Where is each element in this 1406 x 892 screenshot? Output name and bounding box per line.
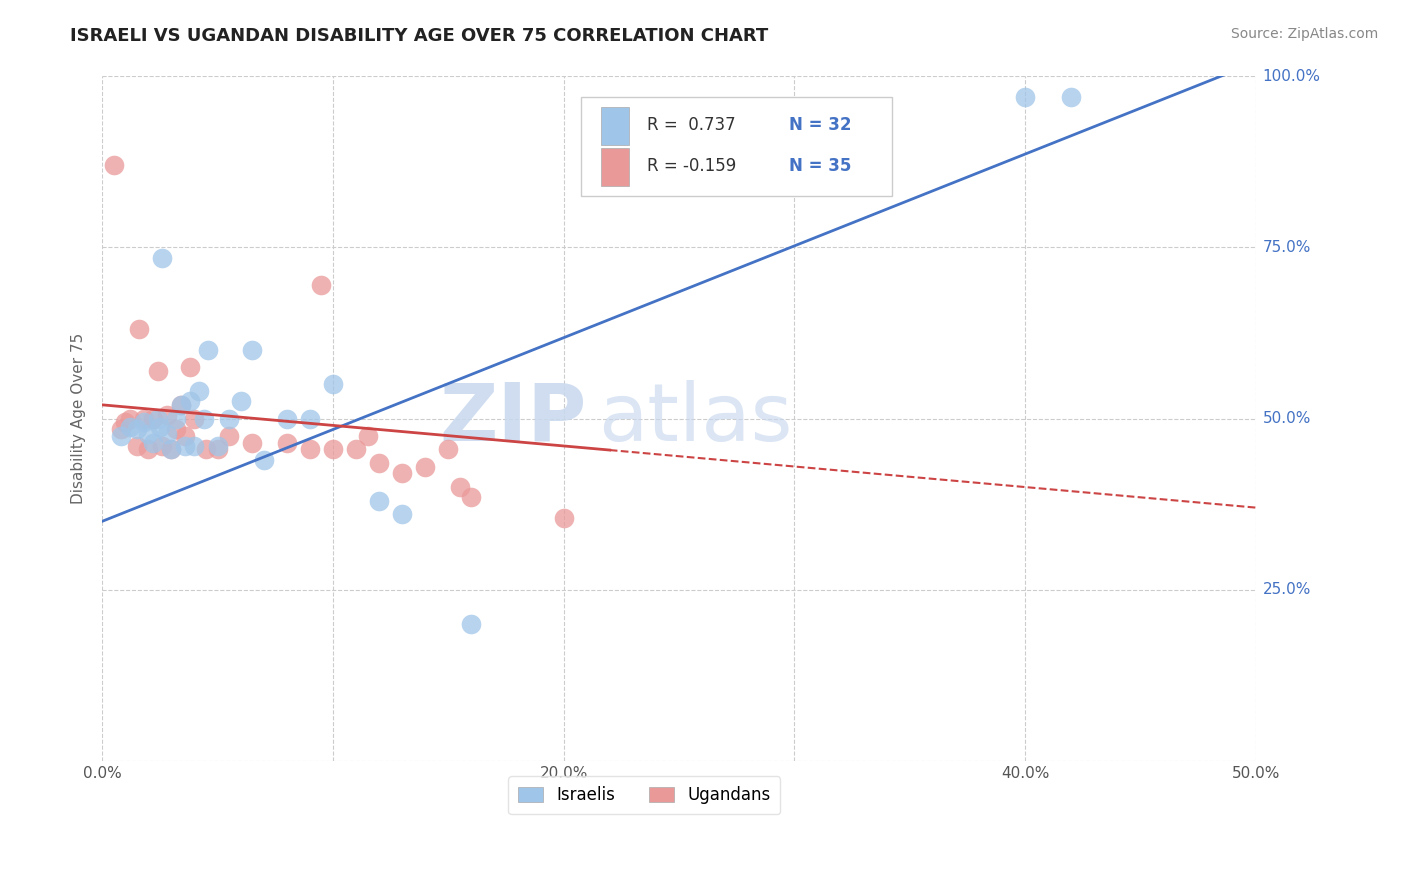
Point <box>160 442 183 457</box>
Point <box>188 384 211 399</box>
Point <box>118 411 141 425</box>
Point <box>150 251 173 265</box>
Point <box>146 363 169 377</box>
Text: Source: ZipAtlas.com: Source: ZipAtlas.com <box>1230 27 1378 41</box>
Point <box>240 343 263 357</box>
Text: R =  0.737: R = 0.737 <box>647 116 735 135</box>
Point <box>322 377 344 392</box>
Point <box>253 452 276 467</box>
Y-axis label: Disability Age Over 75: Disability Age Over 75 <box>72 333 86 504</box>
Point <box>460 491 482 505</box>
Point <box>553 511 575 525</box>
Point <box>183 439 205 453</box>
Text: ISRAELI VS UGANDAN DISABILITY AGE OVER 75 CORRELATION CHART: ISRAELI VS UGANDAN DISABILITY AGE OVER 7… <box>70 27 769 45</box>
Point <box>174 428 197 442</box>
Point <box>114 415 136 429</box>
Point <box>391 508 413 522</box>
Point <box>1060 89 1083 103</box>
Point <box>197 343 219 357</box>
Point <box>179 394 201 409</box>
Text: N = 32: N = 32 <box>789 116 851 135</box>
Point <box>179 360 201 375</box>
Text: 50.0%: 50.0% <box>1263 411 1310 426</box>
Point <box>276 411 298 425</box>
Point <box>322 442 344 457</box>
Point <box>165 422 187 436</box>
Point <box>344 442 367 457</box>
Point <box>156 408 179 422</box>
Point <box>368 456 391 470</box>
Point <box>1014 89 1036 103</box>
Text: R = -0.159: R = -0.159 <box>647 158 735 176</box>
Point <box>138 426 160 441</box>
FancyBboxPatch shape <box>600 107 630 145</box>
Point <box>218 411 240 425</box>
Text: 25.0%: 25.0% <box>1263 582 1310 598</box>
Point <box>156 426 179 441</box>
Point <box>165 411 187 425</box>
Point <box>183 411 205 425</box>
Point <box>103 158 125 172</box>
Point <box>169 398 191 412</box>
Text: 100.0%: 100.0% <box>1263 69 1320 84</box>
FancyBboxPatch shape <box>600 148 630 186</box>
Point <box>240 435 263 450</box>
Point <box>118 419 141 434</box>
Point <box>218 428 240 442</box>
Point <box>356 428 378 442</box>
Point <box>368 493 391 508</box>
Legend: Israelis, Ugandans: Israelis, Ugandans <box>509 776 780 814</box>
Point <box>276 435 298 450</box>
FancyBboxPatch shape <box>581 96 893 196</box>
Point <box>207 442 229 457</box>
Point <box>207 439 229 453</box>
Point <box>125 439 148 453</box>
Point <box>132 411 155 425</box>
Point <box>298 411 321 425</box>
Point <box>149 419 172 434</box>
Text: 75.0%: 75.0% <box>1263 240 1310 255</box>
Point <box>174 439 197 453</box>
Point <box>195 442 218 457</box>
Point <box>132 415 155 429</box>
Point <box>311 277 333 292</box>
Point <box>138 442 160 457</box>
Point <box>169 398 191 412</box>
Point <box>142 411 165 425</box>
Point <box>391 467 413 481</box>
Text: ZIP: ZIP <box>440 380 586 458</box>
Point <box>110 428 132 442</box>
Point <box>110 422 132 436</box>
Point <box>229 394 252 409</box>
Point <box>460 617 482 632</box>
Point <box>413 459 436 474</box>
Point <box>128 322 150 336</box>
Point <box>437 442 460 457</box>
Point <box>150 439 173 453</box>
Point <box>449 480 471 494</box>
Point <box>298 442 321 457</box>
Point <box>193 411 215 425</box>
Text: atlas: atlas <box>598 380 793 458</box>
Point <box>160 442 183 457</box>
Point <box>146 411 169 425</box>
Text: N = 35: N = 35 <box>789 158 851 176</box>
Point <box>125 422 148 436</box>
Point <box>142 435 165 450</box>
